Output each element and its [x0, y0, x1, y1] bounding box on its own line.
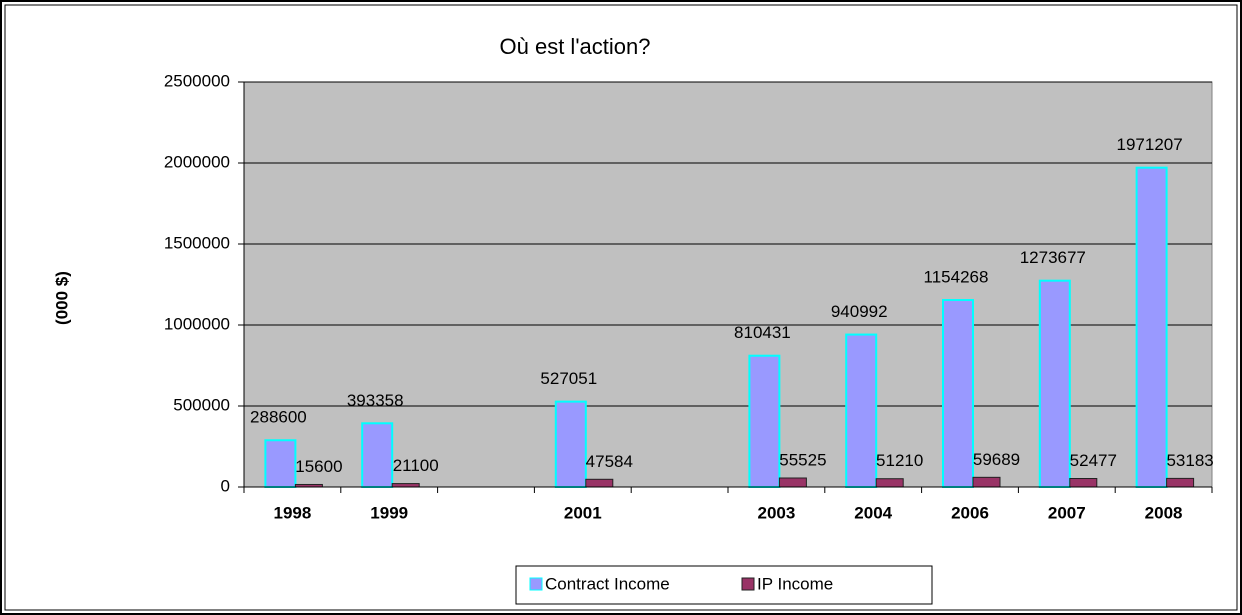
bar	[845, 333, 878, 488]
bar	[361, 422, 394, 488]
bar	[1038, 279, 1071, 489]
legend-box	[515, 565, 933, 605]
x-tick-label: 1999	[370, 503, 408, 522]
bar	[1166, 477, 1195, 488]
x-tick-label: 2001	[564, 503, 602, 522]
chart-title: Où est l'action?	[500, 34, 651, 59]
y-tick-label: 2500000	[164, 71, 230, 90]
bar	[875, 478, 904, 488]
data-label: 1273677	[1020, 248, 1086, 267]
legend-swatch	[529, 577, 543, 591]
x-tick-label: 2006	[951, 503, 989, 522]
y-tick-label: 2000000	[164, 152, 230, 171]
bar	[778, 477, 807, 488]
data-label: 55525	[779, 450, 826, 469]
data-label: 47584	[586, 452, 633, 471]
data-label: 940992	[831, 302, 888, 321]
bar	[554, 400, 587, 488]
x-tick-label: 2003	[757, 503, 795, 522]
x-tick-label: 2004	[854, 503, 892, 522]
bar	[1135, 166, 1168, 488]
data-label: 21100	[393, 456, 439, 475]
data-label: 1154268	[924, 267, 989, 286]
bar	[942, 299, 974, 488]
data-label: 527051	[540, 369, 597, 388]
y-axis-label: (000 $)	[52, 271, 71, 325]
bar	[972, 476, 1001, 488]
y-tick-label: 1000000	[164, 314, 230, 333]
bar	[585, 478, 614, 488]
data-label: 15600	[295, 457, 342, 476]
bar	[1069, 477, 1098, 488]
legend-label: IP Income	[757, 574, 833, 593]
data-label: 393358	[347, 391, 404, 410]
bar	[748, 354, 781, 488]
data-label: 1971207	[1117, 135, 1183, 154]
y-tick-label: 500000	[173, 395, 230, 414]
chart-inner-border	[4, 4, 1238, 611]
data-label: 288600	[250, 408, 307, 427]
data-label: 53183	[1166, 451, 1213, 470]
legend-swatch	[741, 577, 755, 591]
data-label: 52477	[1070, 451, 1117, 470]
legend-label: Contract Income	[545, 574, 670, 593]
data-label: 59689	[973, 450, 1020, 469]
data-label: 51210	[876, 451, 923, 470]
x-tick-label: 2007	[1048, 503, 1086, 522]
bar	[264, 439, 297, 488]
y-tick-label: 1500000	[164, 233, 230, 252]
bar	[391, 483, 420, 488]
x-tick-label: 2008	[1145, 503, 1183, 522]
y-tick-label: 0	[221, 476, 230, 495]
data-label: 810431	[734, 323, 791, 342]
x-tick-label: 1998	[273, 503, 311, 522]
